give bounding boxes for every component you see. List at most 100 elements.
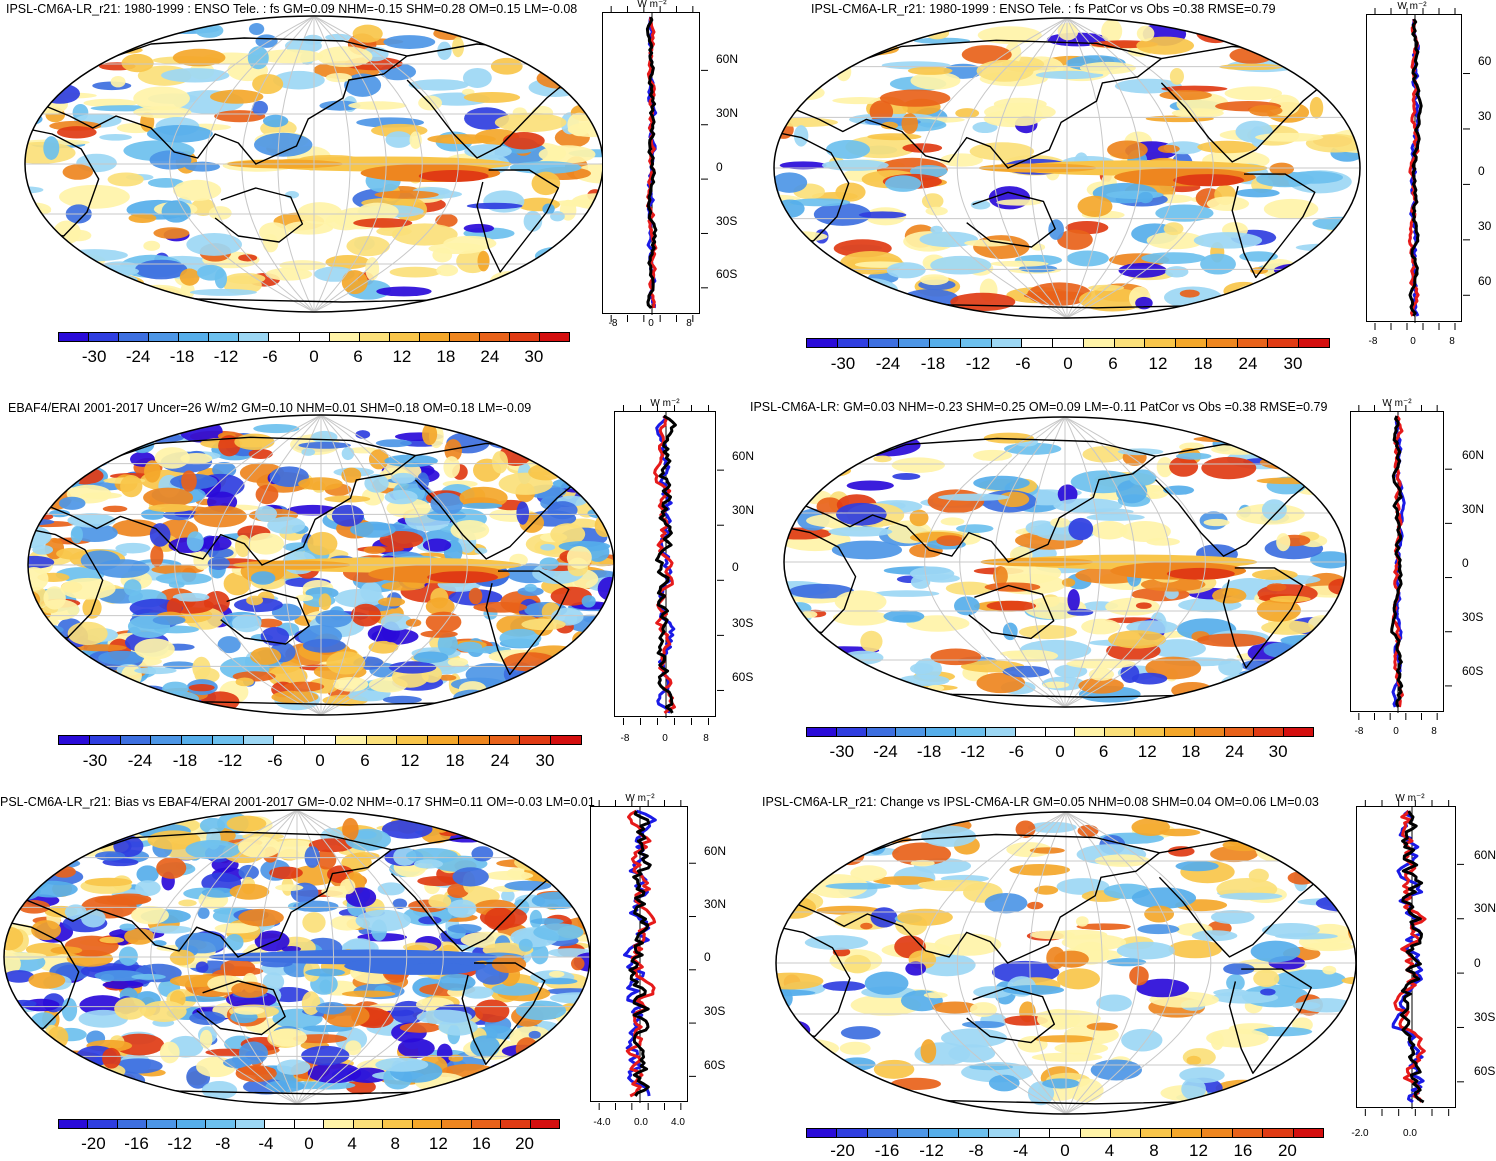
field-blob (1002, 665, 1050, 678)
field-blob (1165, 266, 1189, 278)
graticule-meridian (223, 810, 298, 1104)
coastline (214, 187, 304, 243)
field-blob (1268, 670, 1311, 685)
field-blob (883, 610, 925, 623)
field-blob (67, 621, 108, 646)
field-blob (1318, 35, 1360, 51)
field-blob (1193, 232, 1263, 249)
colorbar-tick-label: -12 (217, 751, 243, 770)
colorbar-tick-label: 30 (535, 751, 555, 770)
field-blob (1254, 284, 1271, 306)
field-blob (42, 1050, 60, 1073)
field-blob (1161, 85, 1228, 92)
field-blob (1077, 195, 1113, 217)
field-blob (89, 681, 127, 689)
field-blob (385, 131, 413, 148)
colorbar-swatch (59, 736, 90, 744)
colorbar-labels-1: -30 -24 -18 -12 -6 0 6 12 18 24 30 (806, 354, 1330, 374)
field-blob (420, 630, 458, 638)
field-blob (131, 905, 169, 925)
field-blob (940, 517, 965, 526)
colorbar-tick-label: 4 (347, 1134, 357, 1153)
field-blob (879, 89, 951, 107)
field-blob (437, 674, 457, 681)
field-blob (256, 49, 324, 64)
field-blob (1330, 80, 1360, 88)
field-blob (437, 632, 458, 656)
field-blob (28, 610, 39, 621)
field-blob (348, 690, 390, 702)
field-blob (173, 179, 222, 201)
field-blob (1253, 969, 1280, 988)
field-blob (1266, 583, 1287, 592)
field-blob (1056, 968, 1101, 990)
field-blob (491, 982, 540, 996)
zonal-profile-0 (602, 6, 708, 322)
field-blob (422, 538, 452, 552)
field-blob (1036, 1008, 1081, 1030)
field-blob (526, 1071, 581, 1091)
graticule-meridian (241, 16, 315, 312)
field-blob (902, 143, 943, 153)
field-blob (39, 64, 70, 84)
enso-tongue (403, 962, 474, 975)
field-blob (355, 909, 411, 932)
colorbar-tick-label: -24 (873, 742, 898, 761)
field-blob (932, 1001, 978, 1014)
field-blob (251, 100, 268, 116)
field-blob (427, 134, 496, 145)
colorbar-swatch (1224, 728, 1255, 736)
field-blob (378, 597, 406, 607)
field-blob (1179, 289, 1200, 298)
field-blob (550, 586, 592, 606)
field-blob (88, 825, 106, 843)
field-blob (232, 614, 262, 633)
field-blob (565, 663, 614, 676)
field-blob (262, 114, 289, 128)
field-blob (1328, 252, 1360, 262)
colorbar-swatch (442, 1120, 472, 1128)
field-blob (199, 817, 226, 834)
field-blob (972, 121, 998, 133)
field-blob (307, 531, 338, 556)
field-blob (283, 542, 316, 552)
field-blob (352, 24, 383, 43)
field-blob (64, 835, 82, 845)
colorbar-swatch (117, 1120, 148, 1128)
field-blob (956, 524, 994, 533)
field-blob (464, 1078, 514, 1090)
field-blob (502, 132, 545, 150)
field-blob (1107, 140, 1148, 160)
lat-label-2-4: 60S (732, 670, 754, 684)
field-blob (15, 1029, 42, 1043)
field-blob (851, 433, 921, 457)
field-blob (1061, 578, 1076, 587)
field-blob (79, 995, 127, 1016)
field-blob (540, 22, 564, 41)
field-blob (945, 581, 993, 596)
field-blob (189, 288, 257, 296)
profile-series (646, 16, 658, 309)
field-blob (468, 587, 483, 605)
field-blob (134, 667, 177, 675)
field-blob (890, 1077, 941, 1090)
field-blob (186, 233, 242, 256)
colorbar-swatch (299, 333, 330, 341)
field-blob (384, 489, 418, 505)
field-blob (23, 873, 42, 881)
lat-label-4-1: 30N (704, 897, 727, 911)
field-blob (345, 1040, 362, 1056)
field-blob (1303, 448, 1346, 457)
field-blob (1144, 905, 1175, 923)
field-blob (188, 684, 215, 692)
lat-label-4-4: 60S (704, 1058, 726, 1072)
field-blob (1320, 60, 1360, 84)
colorbar-tick-label: 16 (471, 1134, 491, 1153)
field-blob (64, 904, 87, 920)
field-blob (499, 628, 542, 648)
field-blob (816, 497, 843, 516)
graticule-meridian (296, 810, 335, 1104)
field-blob (208, 206, 232, 220)
field-blob (20, 1085, 71, 1093)
field-blob (268, 1028, 308, 1047)
